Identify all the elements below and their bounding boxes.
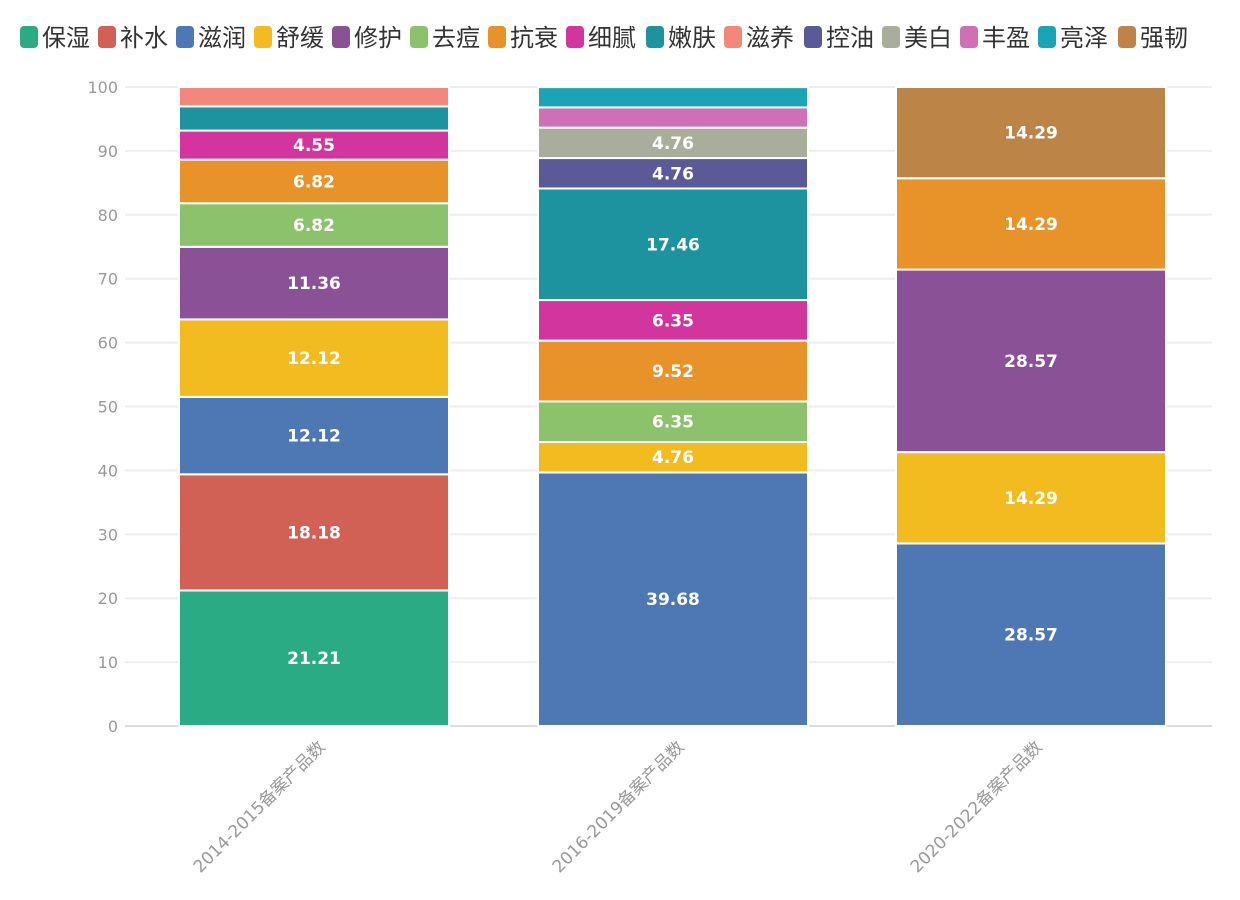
legend-label[interactable]: 修护 bbox=[354, 24, 402, 52]
data-label: 6.82 bbox=[293, 172, 335, 192]
bar-segment[interactable] bbox=[178, 202, 450, 248]
data-label: 28.57 bbox=[1004, 626, 1058, 646]
legend-label[interactable]: 滋润 bbox=[198, 24, 246, 52]
legend-swatch[interactable] bbox=[882, 26, 900, 48]
y-tick-label: 10 bbox=[98, 653, 118, 672]
legend-label[interactable]: 抗衰 bbox=[510, 24, 558, 52]
data-label: 14.29 bbox=[1004, 215, 1058, 235]
data-label: 6.35 bbox=[652, 311, 694, 331]
legend-swatch[interactable] bbox=[254, 26, 272, 48]
legend-swatch[interactable] bbox=[960, 26, 978, 48]
bar-segment[interactable] bbox=[178, 105, 450, 132]
bar-segment[interactable] bbox=[537, 106, 809, 129]
y-tick-label: 30 bbox=[98, 525, 118, 544]
bar-segment[interactable] bbox=[895, 86, 1167, 180]
y-tick-label: 90 bbox=[98, 142, 118, 161]
x-category-label: 2014-2015备案产品数 bbox=[190, 737, 330, 877]
bar-segment[interactable] bbox=[537, 187, 809, 302]
legend-label[interactable]: 去痘 bbox=[432, 24, 480, 52]
legend-swatch[interactable] bbox=[20, 26, 38, 48]
data-label: 4.55 bbox=[293, 136, 335, 156]
x-category-label: 2016-2019备案产品数 bbox=[549, 737, 689, 877]
legend-swatch[interactable] bbox=[566, 26, 584, 48]
data-labels: 21.21 18.18 12.12 12.12 11.36 6.82 6.82 4.55 39.… bbox=[285, 122, 1060, 672]
data-label: 28.57 bbox=[1004, 352, 1058, 372]
data-label: 39.68 bbox=[646, 590, 700, 610]
bar-segment[interactable] bbox=[537, 471, 809, 727]
bar-segment[interactable] bbox=[537, 157, 809, 190]
data-label: 6.82 bbox=[293, 216, 335, 236]
bar-segment[interactable] bbox=[178, 158, 450, 205]
data-label: 21.21 bbox=[287, 649, 341, 669]
legend-label[interactable]: 强韧 bbox=[1140, 24, 1188, 52]
bar-segment[interactable] bbox=[178, 129, 450, 161]
legend-swatch[interactable] bbox=[176, 26, 194, 48]
bar-segment[interactable] bbox=[178, 589, 450, 727]
legend-swatch[interactable] bbox=[1038, 26, 1056, 48]
legend-swatch[interactable] bbox=[410, 26, 428, 48]
y-axis-ticks: 0 10 20 30 40 50 60 70 80 90 100 bbox=[87, 78, 118, 736]
legend-swatch[interactable] bbox=[646, 26, 664, 48]
legend-label[interactable]: 细腻 bbox=[588, 24, 636, 52]
data-label: 14.29 bbox=[1004, 124, 1058, 144]
data-label: 12.12 bbox=[287, 427, 341, 447]
legend-label[interactable]: 滋养 bbox=[746, 24, 794, 52]
legend-label[interactable]: 保湿 bbox=[42, 24, 90, 52]
data-label: 4.76 bbox=[652, 164, 694, 184]
bar-segment[interactable] bbox=[537, 441, 809, 474]
y-tick-label: 50 bbox=[98, 398, 118, 417]
legend-swatch[interactable] bbox=[724, 26, 742, 48]
legend: 保湿 补水 滋润 舒缓 修护 去痘 抗衰 细腻 嫩肤 滋养 控油 美白 丰盈 亮泽 强韧 bbox=[20, 24, 1188, 52]
data-label: 17.46 bbox=[646, 235, 700, 255]
data-label: 11.36 bbox=[287, 274, 341, 294]
legend-label[interactable]: 丰盈 bbox=[982, 24, 1030, 52]
data-label: 9.52 bbox=[652, 362, 694, 382]
legend-label[interactable]: 舒缓 bbox=[276, 24, 324, 52]
legend-swatch[interactable] bbox=[488, 26, 506, 48]
bar-segment[interactable] bbox=[178, 86, 450, 108]
legend-swatch[interactable] bbox=[1118, 26, 1136, 48]
y-tick-label: 100 bbox=[87, 78, 118, 97]
x-category-label: 2020-2022备案产品数 bbox=[907, 737, 1047, 877]
bars bbox=[178, 86, 1167, 727]
data-label: 18.18 bbox=[287, 523, 341, 543]
y-tick-label: 70 bbox=[98, 270, 118, 289]
bar-segment[interactable] bbox=[537, 339, 809, 403]
y-tick-label: 0 bbox=[108, 717, 118, 736]
y-tick-label: 40 bbox=[98, 461, 118, 480]
legend-swatch[interactable] bbox=[804, 26, 822, 48]
legend-swatch[interactable] bbox=[332, 26, 350, 48]
bar-segment[interactable] bbox=[537, 400, 809, 444]
legend-label[interactable]: 亮泽 bbox=[1060, 24, 1108, 52]
legend-label[interactable]: 嫩肤 bbox=[668, 24, 716, 52]
bar-segment[interactable] bbox=[895, 542, 1167, 727]
bar-segment[interactable] bbox=[178, 245, 450, 321]
data-label: 4.76 bbox=[652, 134, 694, 154]
data-label: 4.76 bbox=[652, 448, 694, 468]
data-label: 14.29 bbox=[1004, 489, 1058, 509]
legend-swatch[interactable] bbox=[98, 26, 116, 48]
y-tick-label: 80 bbox=[98, 206, 118, 225]
bar-segment[interactable] bbox=[895, 268, 1167, 454]
y-tick-label: 20 bbox=[98, 589, 118, 608]
legend-label[interactable]: 补水 bbox=[120, 24, 168, 52]
x-axis-ticks: 2014-2015备案产品数 2016-2019备案产品数 2020-2022备案产… bbox=[190, 737, 1047, 877]
bar-segment[interactable] bbox=[895, 177, 1167, 271]
bar-segment[interactable] bbox=[537, 126, 809, 160]
bar-segment[interactable] bbox=[537, 299, 809, 342]
data-label: 6.35 bbox=[652, 413, 694, 433]
data-label: 12.12 bbox=[287, 349, 341, 369]
legend-label[interactable]: 控油 bbox=[826, 24, 874, 52]
bar-segment[interactable] bbox=[537, 86, 809, 109]
y-tick-label: 60 bbox=[98, 334, 118, 353]
legend-label[interactable]: 美白 bbox=[904, 24, 952, 52]
